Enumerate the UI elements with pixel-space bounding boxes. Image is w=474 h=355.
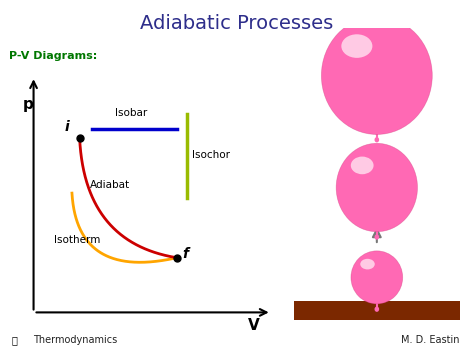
Text: M. D. Eastin: M. D. Eastin [401,335,460,345]
Ellipse shape [321,17,432,135]
Ellipse shape [360,259,375,269]
Text: 🌿: 🌿 [12,335,18,345]
Ellipse shape [336,143,418,232]
Ellipse shape [374,137,379,142]
Text: Isochor: Isochor [192,150,230,160]
Text: Thermodynamics: Thermodynamics [33,335,118,345]
Ellipse shape [374,307,379,312]
Ellipse shape [374,234,379,240]
Text: Isobar: Isobar [115,108,147,118]
Text: Isotherm: Isotherm [54,235,100,245]
Text: Adiabatic Processes: Adiabatic Processes [140,14,334,33]
Text: i: i [64,120,69,134]
Bar [293,301,460,320]
Text: p: p [23,97,34,111]
Ellipse shape [341,34,373,58]
Text: P-V Diagrams:: P-V Diagrams: [9,51,98,61]
Ellipse shape [351,157,374,174]
Text: f: f [182,247,188,261]
Ellipse shape [351,251,403,304]
Text: V: V [248,318,260,333]
Text: Adiabat: Adiabat [90,180,130,190]
